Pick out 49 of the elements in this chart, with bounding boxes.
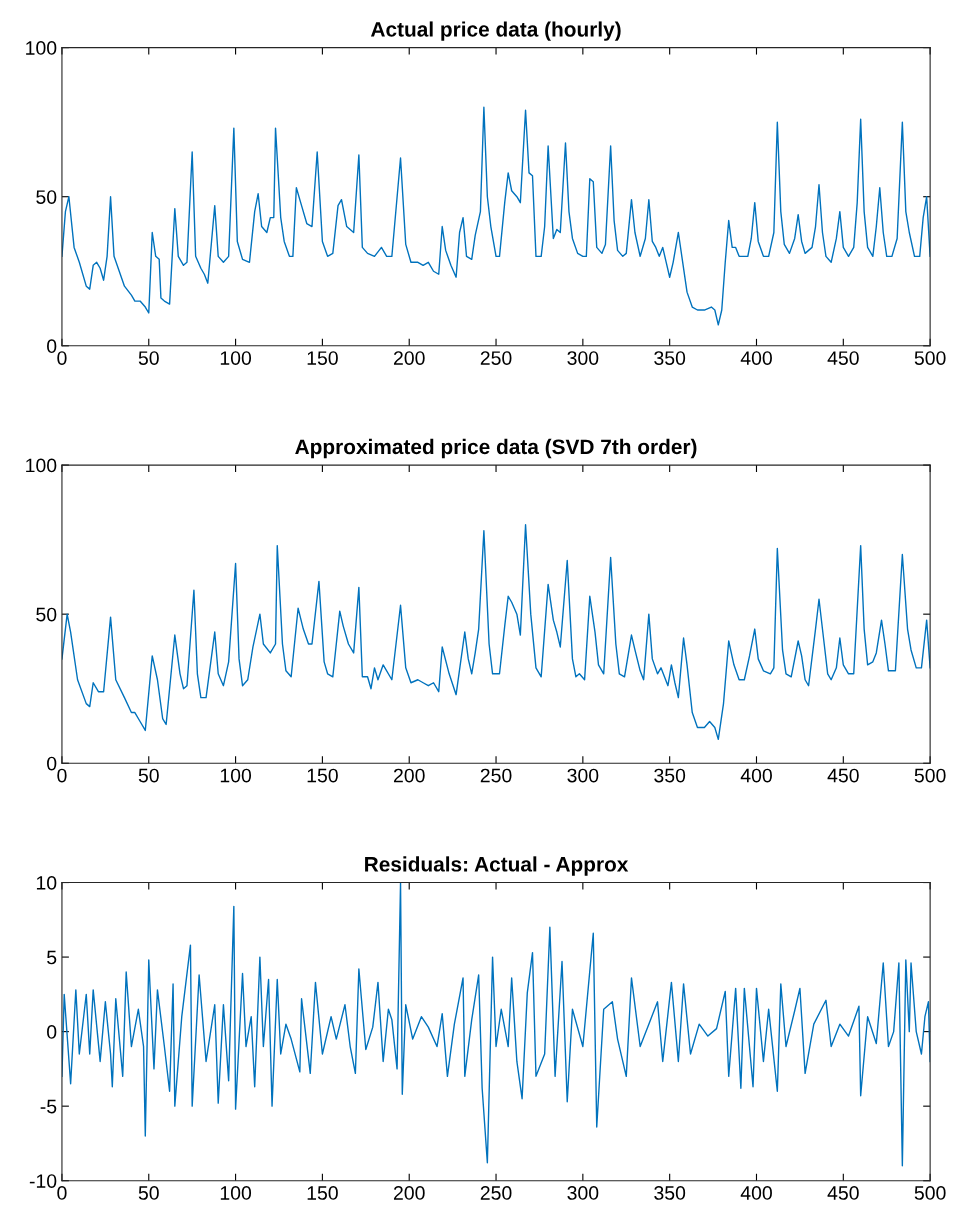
x-tick-label: 450 bbox=[827, 768, 859, 783]
x-tick-label: 300 bbox=[567, 1186, 599, 1200]
x-tick-label: 50 bbox=[138, 768, 159, 783]
x-tick-label: 250 bbox=[480, 768, 512, 783]
y-tick-label: 100 bbox=[26, 41, 57, 55]
x-tick-label: 0 bbox=[57, 1186, 67, 1200]
chart-title: Actual price data (hourly) bbox=[370, 21, 621, 41]
y-tick-label: 50 bbox=[36, 190, 57, 204]
y-tick-label: 0 bbox=[47, 756, 57, 771]
x-tick-label: 350 bbox=[654, 768, 686, 783]
x-tick-label: 200 bbox=[393, 1186, 425, 1200]
y-tick-label: 0 bbox=[47, 339, 57, 354]
x-tick-label: 500 bbox=[914, 768, 946, 783]
x-tick-label: 100 bbox=[220, 768, 252, 783]
x-tick-label: 200 bbox=[393, 768, 425, 783]
y-tick-label: 100 bbox=[26, 458, 57, 473]
x-tick-label: 150 bbox=[307, 1186, 338, 1200]
x-tick-label: 150 bbox=[307, 351, 338, 365]
y-tick-label: 5 bbox=[47, 950, 57, 965]
x-tick-label: 0 bbox=[57, 351, 67, 365]
line-series bbox=[61, 524, 931, 741]
y-tick-label: 50 bbox=[36, 607, 57, 622]
x-tick-label: 100 bbox=[220, 351, 252, 365]
x-tick-label: 400 bbox=[740, 768, 772, 783]
x-tick-label: 500 bbox=[914, 1186, 946, 1200]
x-tick-label: 400 bbox=[740, 351, 772, 365]
x-tick-label: 150 bbox=[307, 768, 338, 783]
x-tick-label: 300 bbox=[567, 351, 599, 365]
chart-title: Residuals: Actual - Approx bbox=[365, 856, 629, 876]
x-tick-label: 250 bbox=[480, 351, 512, 365]
y-tick-label: 10 bbox=[36, 875, 57, 890]
x-tick-label: 100 bbox=[220, 1186, 252, 1200]
x-tick-label: 50 bbox=[138, 351, 159, 365]
x-tick-label: 450 bbox=[827, 351, 859, 365]
x-tick-label: 500 bbox=[914, 351, 946, 365]
x-tick-label: 50 bbox=[138, 1186, 159, 1200]
x-tick-label: 0 bbox=[57, 768, 67, 783]
line-series bbox=[61, 106, 931, 326]
x-tick-label: 300 bbox=[567, 768, 599, 783]
x-tick-label: 400 bbox=[740, 1186, 772, 1200]
x-tick-label: 450 bbox=[827, 1186, 859, 1200]
x-tick-label: 350 bbox=[654, 1186, 686, 1200]
y-tick-label: -5 bbox=[40, 1099, 57, 1114]
x-tick-label: 200 bbox=[393, 351, 425, 365]
x-tick-label: 350 bbox=[654, 351, 686, 365]
chart-title: Approximated price data (SVD 7th order) bbox=[295, 438, 697, 459]
y-tick-label: -10 bbox=[29, 1174, 57, 1188]
y-tick-label: 0 bbox=[47, 1025, 57, 1039]
x-tick-label: 250 bbox=[480, 1186, 512, 1200]
